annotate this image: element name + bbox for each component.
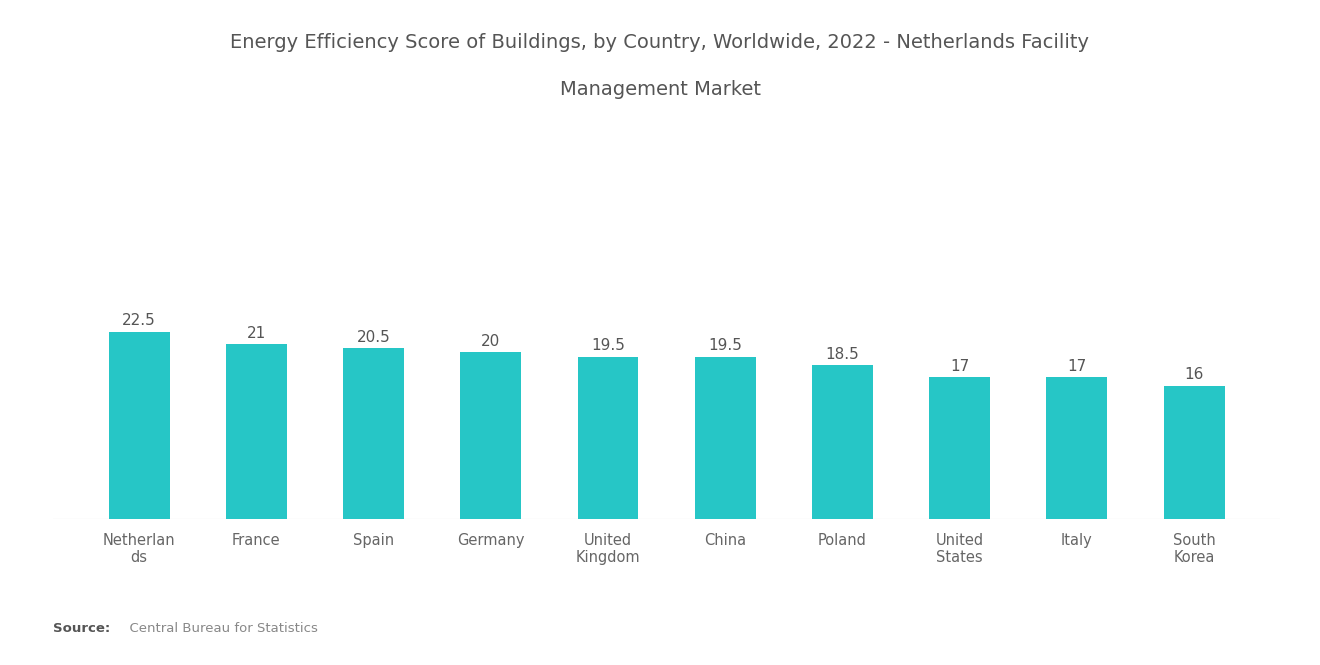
- Bar: [929, 378, 990, 519]
- Bar: [812, 365, 873, 519]
- Bar: [343, 348, 404, 519]
- Text: 18.5: 18.5: [825, 346, 859, 362]
- Text: Central Bureau for Statistics: Central Bureau for Statistics: [121, 622, 318, 635]
- Bar: [108, 332, 169, 519]
- Text: 20.5: 20.5: [356, 330, 391, 345]
- Bar: [461, 352, 521, 519]
- Bar: [226, 344, 286, 519]
- Text: Management Market: Management Market: [560, 80, 760, 99]
- Text: 19.5: 19.5: [591, 338, 624, 353]
- Bar: [578, 356, 639, 519]
- Bar: [1047, 378, 1107, 519]
- Text: 19.5: 19.5: [709, 338, 742, 353]
- Text: 20: 20: [480, 334, 500, 349]
- Text: 17: 17: [950, 359, 969, 374]
- Text: 21: 21: [247, 326, 265, 340]
- Text: 22.5: 22.5: [123, 313, 156, 329]
- Text: Source:: Source:: [53, 622, 110, 635]
- Text: Energy Efficiency Score of Buildings, by Country, Worldwide, 2022 - Netherlands : Energy Efficiency Score of Buildings, by…: [231, 33, 1089, 53]
- Bar: [1164, 386, 1225, 519]
- Bar: [694, 356, 755, 519]
- Text: 17: 17: [1068, 359, 1086, 374]
- Text: 16: 16: [1184, 367, 1204, 382]
